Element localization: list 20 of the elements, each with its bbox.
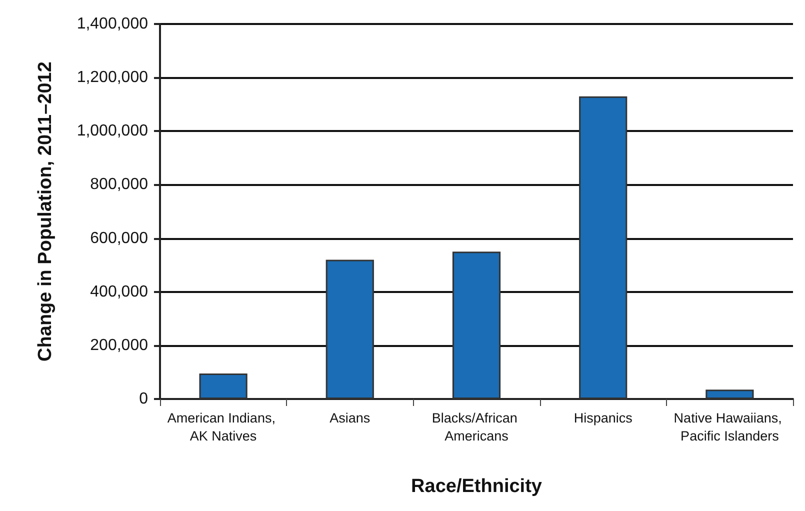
x-tick-label: American Indians, AK Natives bbox=[167, 410, 280, 444]
y-tick-label: 800,000 bbox=[90, 176, 148, 194]
y-tick-label: 1,000,000 bbox=[76, 122, 148, 140]
x-tick-label: Hispanics bbox=[574, 410, 633, 426]
bar bbox=[452, 252, 501, 399]
y-tick-label: 400,000 bbox=[90, 283, 148, 300]
y-axis-title: Change in Population, 2011–2012 bbox=[35, 62, 56, 362]
y-tick-label: 1,200,000 bbox=[76, 69, 148, 86]
y-tick-label: 200,000 bbox=[90, 336, 148, 354]
bar bbox=[326, 260, 374, 399]
bar bbox=[706, 390, 754, 399]
y-tick-label: 0 bbox=[139, 390, 148, 408]
bar bbox=[579, 96, 628, 399]
x-tick-label: Asians bbox=[330, 410, 370, 426]
bar bbox=[199, 374, 248, 399]
y-tick-label: 600,000 bbox=[90, 230, 148, 247]
x-tick-label: Native Hawaiians, Pacific Islanders bbox=[674, 410, 786, 444]
y-tick-label: 1,400,000 bbox=[76, 16, 148, 32]
x-axis-title: Race/Ethnicity bbox=[411, 476, 542, 497]
x-tick-label: Blacks/African Americans bbox=[432, 410, 522, 444]
